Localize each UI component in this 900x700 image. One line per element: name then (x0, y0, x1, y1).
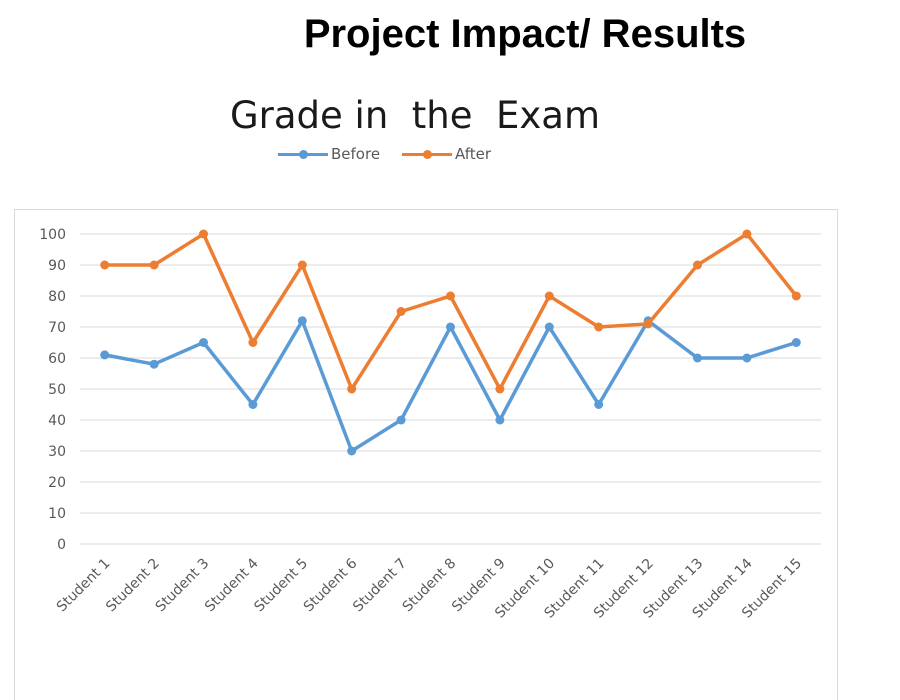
chart-title: Grade in the Exam (229, 94, 601, 137)
y-tick-label: 90 (48, 258, 66, 274)
series-line-before (102, 319, 799, 453)
data-point-before (149, 359, 159, 369)
data-point-after (791, 291, 801, 301)
data-point-after (544, 291, 554, 301)
y-tick-label: 100 (39, 227, 66, 243)
data-point-after (297, 260, 307, 270)
y-tick-label: 80 (48, 289, 66, 305)
data-point-after (594, 322, 604, 332)
y-tick-label: 0 (57, 537, 66, 553)
chart-area: 0 10 20 30 40 50 60 70 80 90 100 Student 1 Student 2… (14, 209, 838, 700)
chart-legend: Before After (278, 143, 513, 165)
y-tick-label: 20 (48, 475, 66, 491)
legend-label-before: Before (331, 145, 381, 163)
series-line-after (102, 232, 799, 391)
legend-label-after: After (455, 145, 492, 163)
data-point-after (495, 384, 505, 394)
y-tick-label: 70 (48, 320, 66, 336)
data-point-before (446, 322, 455, 332)
data-point-after (248, 338, 258, 347)
y-tick-label: 40 (48, 413, 66, 429)
data-point-before (594, 400, 604, 409)
data-point-before (297, 316, 307, 326)
data-point-before (544, 322, 554, 332)
legend-entry-after: After (402, 145, 491, 163)
data-point-after (100, 260, 110, 270)
y-tick-label: 60 (48, 351, 66, 367)
y-tick-label: 30 (48, 444, 66, 460)
data-point-after (396, 307, 406, 316)
data-point-before (100, 350, 110, 360)
data-point-after (643, 319, 653, 329)
legend-swatch-after (402, 149, 453, 159)
data-point-before (495, 415, 505, 425)
y-tick-label: 50 (48, 382, 66, 398)
data-point-before (791, 338, 801, 347)
data-point-after (742, 229, 752, 239)
data-point-after (446, 291, 455, 301)
legend-entry-before: Before (278, 145, 380, 163)
data-point-before (742, 353, 752, 363)
data-point-before (396, 415, 406, 425)
y-tick-label: 10 (48, 506, 66, 522)
data-point-before (199, 338, 208, 347)
data-point-after (149, 260, 159, 270)
slide-title: Project Impact/ Results (303, 12, 747, 56)
legend-swatch-before (278, 149, 328, 159)
data-point-before (347, 446, 357, 456)
data-point-after (693, 260, 702, 270)
data-point-before (693, 353, 702, 363)
data-point-before (248, 400, 258, 409)
data-point-after (199, 229, 208, 239)
data-point-after (347, 384, 357, 394)
